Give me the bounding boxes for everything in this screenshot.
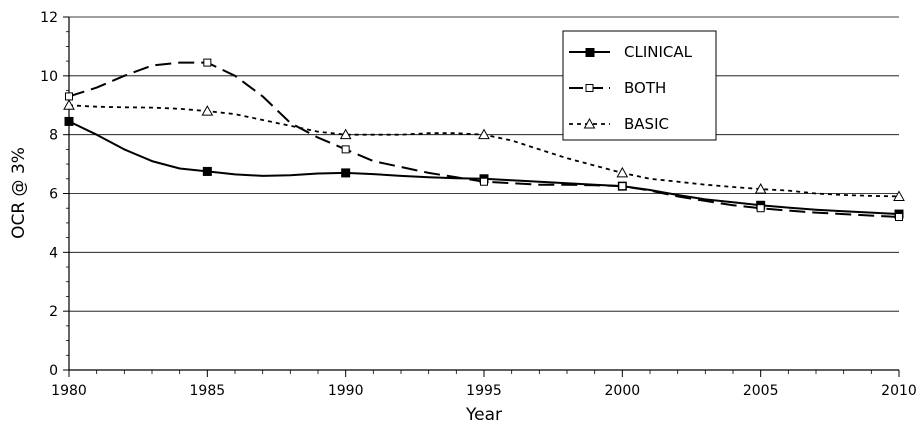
data-point-clinical — [202, 166, 212, 176]
x-tick-labels: 1980 1985 1990 1995 2000 2005 2010 — [51, 383, 917, 399]
series-markers — [63, 58, 905, 222]
y-tick-labels: 0 2 4 6 8 10 12 — [40, 10, 58, 379]
x-tick-label: 1995 — [466, 383, 502, 399]
y-tick-label: 4 — [49, 245, 58, 261]
y-tick-label: 10 — [40, 69, 58, 85]
data-point-both — [341, 145, 350, 154]
data-point-basic — [201, 105, 214, 116]
data-point-basic — [63, 99, 75, 110]
data-point-clinical — [64, 116, 74, 126]
y-axis-title: OCR @ 3% — [9, 147, 29, 239]
data-point-basic — [893, 190, 905, 201]
x-axis-title: Year — [465, 405, 502, 425]
x-tick-label: 1985 — [190, 383, 226, 399]
data-point-both — [756, 204, 765, 213]
legend-marker-basic — [583, 117, 596, 129]
data-point-basic — [478, 128, 490, 140]
y-tick-label: 12 — [40, 10, 58, 26]
legend-entry-basic: BASIC — [569, 115, 669, 133]
x-tick-label: 1990 — [328, 383, 364, 399]
legend-label-clinical: CLINICAL — [624, 43, 693, 61]
y-tick-label: 6 — [49, 187, 58, 203]
x-tick-label: 2000 — [605, 383, 641, 399]
axes — [63, 16, 900, 377]
data-point-clinical — [341, 168, 351, 178]
x-tick-label: 2010 — [881, 383, 917, 399]
gridlines — [69, 16, 899, 312]
data-point-basic — [339, 128, 352, 140]
x-tick-label: 1980 — [51, 383, 87, 399]
data-point-both — [65, 92, 73, 101]
x-tick-label: 2005 — [743, 383, 779, 399]
legend-marker-both — [585, 84, 594, 92]
legend-entry-clinical: CLINICAL — [569, 43, 693, 61]
data-point-both — [203, 58, 212, 67]
data-point-both — [895, 213, 903, 222]
data-point-basic — [616, 166, 629, 178]
y-tick-label: 0 — [49, 363, 58, 379]
data-point-both — [480, 177, 488, 186]
y-tick-label: 2 — [49, 304, 58, 320]
legend-label-both: BOTH — [624, 79, 666, 97]
data-point-basic — [754, 183, 767, 194]
legend: CLINICAL BOTH BASIC — [562, 30, 717, 141]
data-point-both — [618, 182, 627, 191]
legend-label-basic: BASIC — [624, 115, 669, 133]
legend-marker-clinical — [585, 48, 595, 57]
legend-entry-both: BOTH — [569, 79, 666, 97]
y-tick-label: 8 — [49, 128, 58, 144]
